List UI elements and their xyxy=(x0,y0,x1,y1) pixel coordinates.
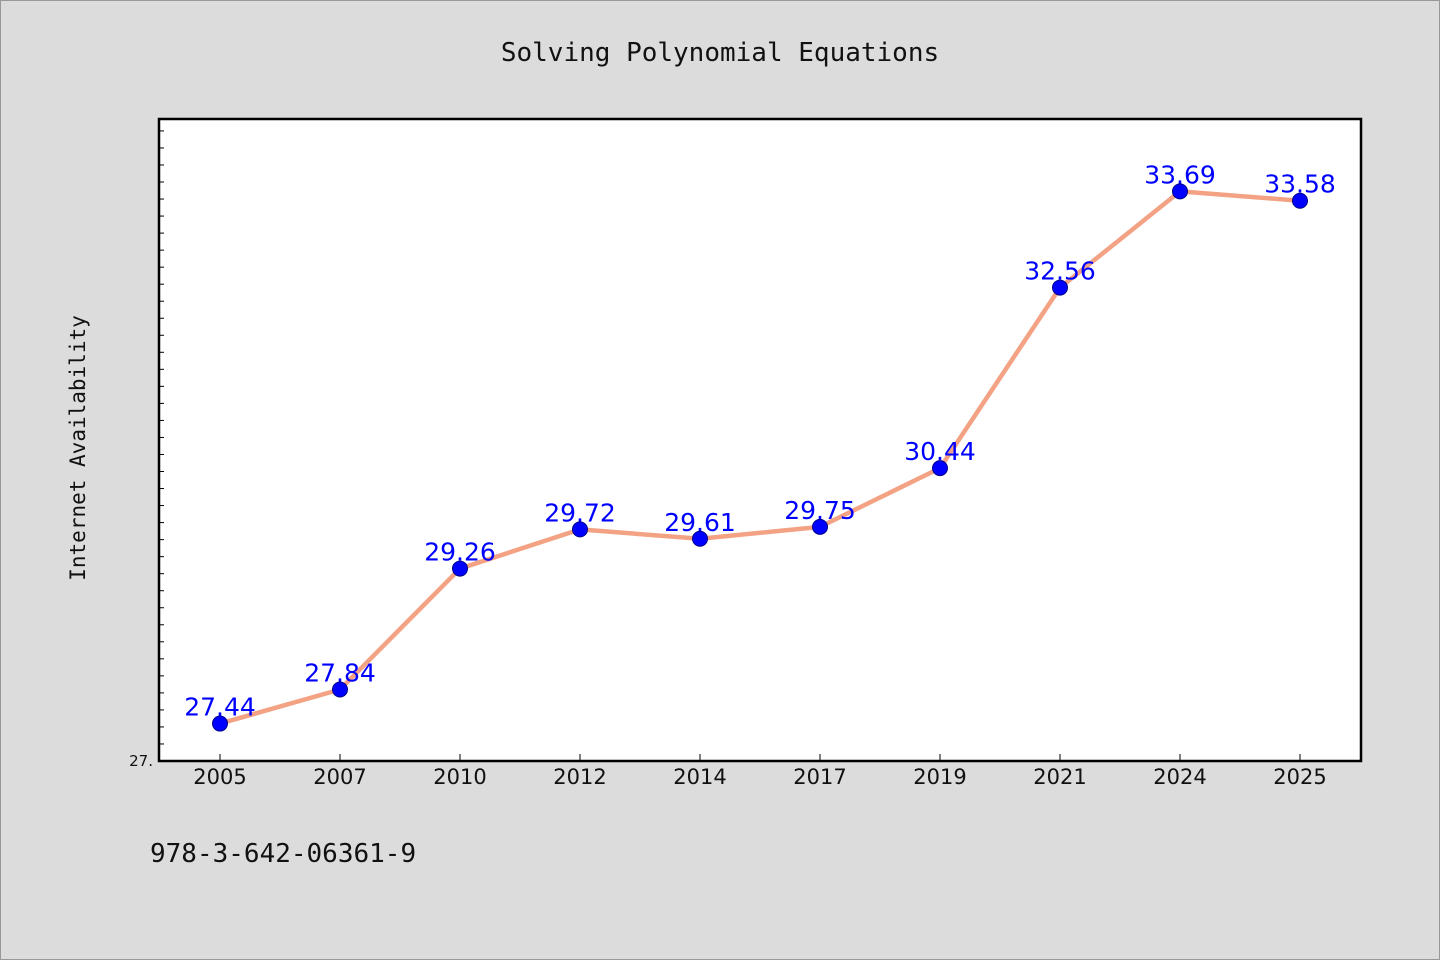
footer-isbn: 978-3-642-06361-9 xyxy=(150,839,416,869)
x-tick-label: 2024 xyxy=(1153,765,1206,789)
x-tick-label: 2007 xyxy=(313,765,366,789)
data-label: 32.56 xyxy=(1024,257,1096,286)
x-tick-label: 2019 xyxy=(913,765,966,789)
x-tick-label: 2005 xyxy=(193,765,246,789)
data-label: 29.72 xyxy=(544,498,616,527)
data-label: 33.58 xyxy=(1264,170,1336,199)
data-point xyxy=(452,560,468,577)
y-tick-label: 27. xyxy=(129,752,153,770)
data-label: 29.26 xyxy=(424,538,496,567)
data-point xyxy=(572,521,588,538)
data-point xyxy=(812,518,828,535)
data-label: 29.75 xyxy=(784,496,856,525)
data-label: 29.61 xyxy=(664,508,736,537)
series-line-path xyxy=(217,189,1303,726)
x-tick-label: 2010 xyxy=(433,765,486,789)
series-markers xyxy=(212,183,1308,732)
data-point xyxy=(1292,192,1308,209)
x-tick-label: 2012 xyxy=(553,765,606,789)
chart-title: Solving Polynomial Equations xyxy=(501,38,939,68)
data-point xyxy=(1172,183,1188,200)
data-point xyxy=(692,530,708,547)
data-point xyxy=(1052,279,1068,296)
plot-area xyxy=(157,117,1363,763)
x-axis: 2005 2007 2010 2012 2014 2017 2019 2021 2024 2025 xyxy=(193,754,1327,789)
data-point xyxy=(332,681,348,698)
x-tick-label: 2014 xyxy=(673,765,726,789)
y-axis-ticks xyxy=(159,130,164,745)
series-line xyxy=(217,189,1303,726)
data-label: 27.84 xyxy=(304,658,376,687)
x-tick-label: 2021 xyxy=(1033,765,1086,789)
data-point xyxy=(932,460,948,477)
x-tick-label: 2025 xyxy=(1273,765,1326,789)
data-point xyxy=(212,715,228,732)
data-label: 33.69 xyxy=(1144,160,1216,189)
data-label: 30.44 xyxy=(904,437,976,466)
x-tick-label: 2017 xyxy=(793,765,846,789)
data-label: 27.44 xyxy=(184,693,256,722)
y-axis-label: Internet Availability xyxy=(66,315,90,581)
data-labels: 27.44 27.84 29.26 29.72 29.61 29.75 30.44 32.56… xyxy=(184,160,1336,721)
